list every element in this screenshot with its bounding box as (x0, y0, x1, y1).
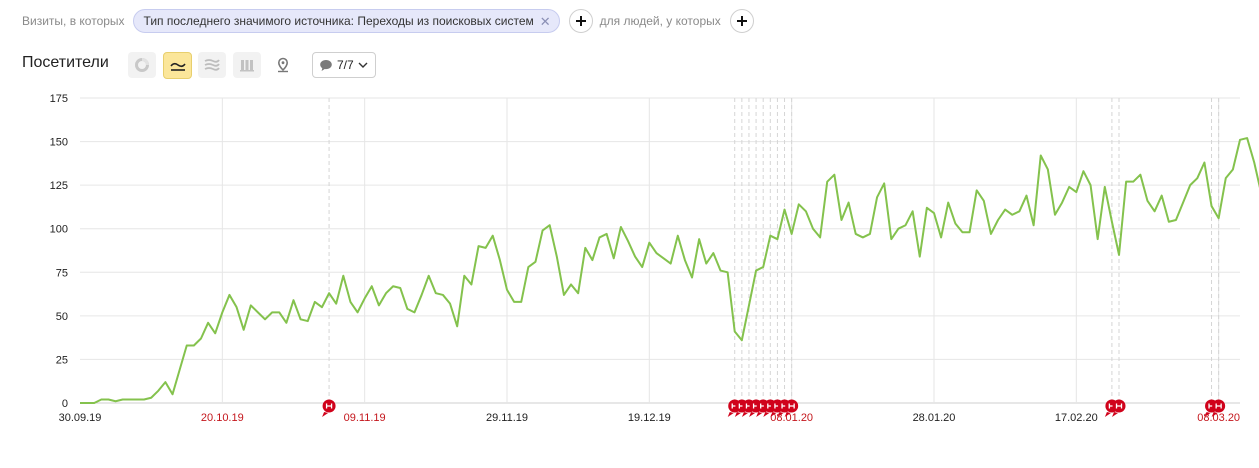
y-tick-label: 75 (56, 267, 68, 279)
y-tick-label: 50 (56, 311, 68, 323)
line-chart-button[interactable] (163, 52, 192, 79)
chart-grid (80, 97, 1240, 404)
x-tick-label: 17.02.20 (1055, 412, 1098, 424)
x-tick-label: 30.09.19 (59, 412, 102, 424)
filter-prefix-label: Визиты, в которых (22, 14, 125, 28)
series-layer (80, 137, 1259, 404)
y-axis: 0 25 50 75 100 125 150 175 (50, 93, 68, 410)
segment-chip[interactable]: Тип последнего значимого источника: Пере… (132, 9, 560, 33)
plus-icon (736, 16, 747, 26)
add-people-condition-button[interactable] (729, 9, 754, 33)
y-tick-label: 0 (62, 398, 68, 410)
x-tick-label: 19.12.19 (628, 412, 671, 424)
y-tick-label: 100 (50, 224, 68, 236)
y-tick-label: 25 (56, 354, 68, 366)
segment-filter-row: Визиты, в которых Тип последнего значимо… (22, 9, 761, 33)
x-tick-label: 20.10.19 (201, 412, 244, 424)
y-tick-label: 125 (50, 180, 68, 192)
visitors-line-chart: 0 25 50 75 100 125 150 175 30.09.19 20.10.19 09.1… (50, 93, 1259, 424)
area-chart-button[interactable] (198, 52, 226, 78)
people-condition-label: для людей, у которых (599, 14, 721, 28)
annotations-layer[interactable] (322, 399, 1226, 418)
annotation-marker[interactable] (322, 399, 336, 418)
plus-icon (575, 16, 586, 26)
x-tick-label: 28.01.20 (913, 412, 956, 424)
area-chart-icon (204, 59, 220, 71)
bar-chart-icon (240, 60, 254, 72)
visitors-series-line (80, 137, 1259, 404)
x-tick-label: 08.03.20 (1197, 412, 1240, 424)
annotation-marker[interactable] (1211, 399, 1226, 418)
chevron-down-icon (358, 62, 368, 68)
segment-chip-label: Тип последнего значимого источника: Пере… (143, 14, 534, 28)
comment-icon (320, 59, 332, 71)
map-pin-icon (277, 57, 289, 73)
y-tick-label: 150 (50, 137, 68, 149)
map-button[interactable] (269, 52, 297, 78)
x-tick-label: 09.11.19 (344, 412, 386, 424)
page-title: Посетители (22, 54, 109, 71)
pie-chart-button[interactable] (128, 52, 156, 78)
close-icon[interactable]: ✕ (539, 13, 551, 29)
x-axis: 30.09.19 20.10.19 09.11.19 29.11.19 19.12.19… (59, 412, 1240, 424)
annotation-marker[interactable] (1112, 399, 1126, 418)
x-tick-label: 29.11.19 (486, 412, 528, 424)
add-visit-condition-button[interactable] (568, 9, 593, 33)
line-chart-icon (169, 62, 186, 71)
annotation-marker[interactable] (784, 399, 799, 418)
y-tick-label: 175 (50, 93, 68, 105)
annotations-count: 7/7 (337, 58, 354, 72)
pie-chart-icon (135, 58, 149, 72)
bar-chart-button[interactable] (233, 52, 261, 78)
x-tick-label: 08.01.20 (770, 412, 813, 424)
annotations-dropdown[interactable]: 7/7 (312, 52, 376, 78)
